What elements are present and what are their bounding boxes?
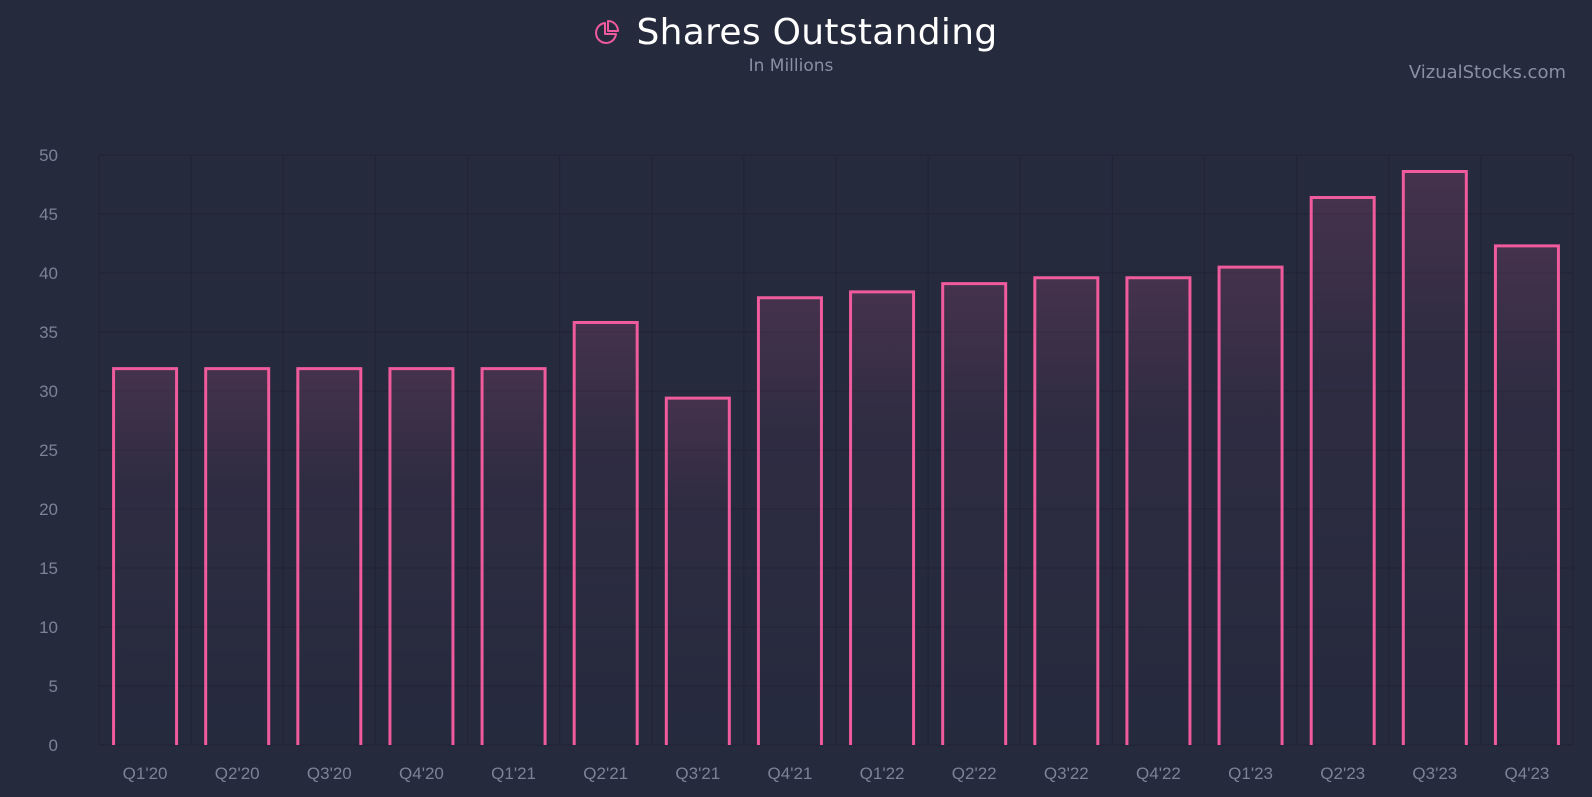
chart-title: Shares Outstanding (636, 11, 998, 53)
y-tick-label: 35 (39, 323, 58, 342)
bar-fill (1495, 245, 1559, 746)
bar-fill (205, 368, 269, 745)
bar-fill (297, 368, 361, 745)
x-tick-label: Q1'23 (1228, 764, 1273, 783)
bar-fill (1034, 277, 1098, 745)
bar[interactable] (204, 367, 271, 745)
bar[interactable] (296, 367, 363, 745)
bar[interactable] (756, 296, 823, 745)
y-tick-label: 10 (39, 618, 58, 637)
x-tick-label: Q4'20 (399, 764, 444, 783)
bar[interactable] (664, 396, 731, 745)
bar[interactable] (941, 282, 1008, 745)
x-tick-label: Q4'21 (768, 764, 813, 783)
x-tick-label: Q3'20 (307, 764, 352, 783)
y-tick-label: 45 (39, 205, 58, 224)
bar-fill (1126, 277, 1190, 745)
bar[interactable] (572, 321, 639, 745)
y-tick-label: 50 (39, 146, 58, 165)
bar[interactable] (1401, 170, 1468, 745)
bar-fill (113, 368, 177, 745)
bar-fill (942, 283, 1006, 745)
x-tick-label: Q3'23 (1412, 764, 1457, 783)
bar-fill (574, 322, 638, 745)
y-tick-label: 30 (39, 382, 58, 401)
chart-subtitle: In Millions (748, 56, 834, 76)
bar[interactable] (480, 367, 547, 745)
y-tick-label: 25 (39, 441, 58, 460)
bar-fill (850, 291, 914, 745)
bar[interactable] (1125, 276, 1192, 745)
x-tick-label: Q1'21 (491, 764, 536, 783)
x-tick-label: Q2'22 (952, 764, 997, 783)
bar[interactable] (849, 290, 916, 745)
bar-fill (1219, 267, 1283, 745)
bar[interactable] (1217, 265, 1284, 745)
bar[interactable] (388, 367, 455, 745)
x-tick-label: Q4'23 (1505, 764, 1550, 783)
y-tick-label: 15 (39, 559, 58, 578)
bar[interactable] (112, 367, 179, 745)
bar-fill (482, 368, 546, 745)
bar-fill (666, 398, 730, 745)
chart-header: Shares Outstanding (0, 8, 1592, 56)
y-tick-label: 20 (39, 500, 58, 519)
x-axis-ticks: Q1'20 Q2'20 Q3'20 Q4'20 Q1'21 Q2'21 Q3'21 Q4'21… (123, 764, 1550, 783)
bar-fill (758, 297, 822, 745)
bar-fill (389, 368, 453, 745)
x-tick-label: Q2'21 (583, 764, 628, 783)
x-tick-label: Q4'22 (1136, 764, 1181, 783)
bars (112, 170, 1560, 746)
x-tick-label: Q1'20 (123, 764, 168, 783)
x-tick-label: Q2'20 (215, 764, 260, 783)
y-tick-label: 40 (39, 264, 58, 283)
watermark: VizualStocks.com (1408, 62, 1566, 83)
bar[interactable] (1493, 244, 1560, 745)
pie-chart-icon (594, 19, 620, 45)
bar-fill (1311, 197, 1375, 746)
bar-fill (1403, 171, 1467, 745)
bar[interactable] (1309, 195, 1376, 745)
bar[interactable] (1033, 276, 1100, 745)
y-tick-label: 5 (49, 677, 58, 696)
x-tick-label: Q3'21 (675, 764, 720, 783)
y-axis-ticks: 0 5 10 15 20 25 30 35 40 45 50 (39, 146, 58, 755)
x-tick-label: Q2'23 (1320, 764, 1365, 783)
x-tick-label: Q1'22 (860, 764, 905, 783)
x-tick-label: Q3'22 (1044, 764, 1089, 783)
y-tick-label: 0 (49, 736, 58, 755)
